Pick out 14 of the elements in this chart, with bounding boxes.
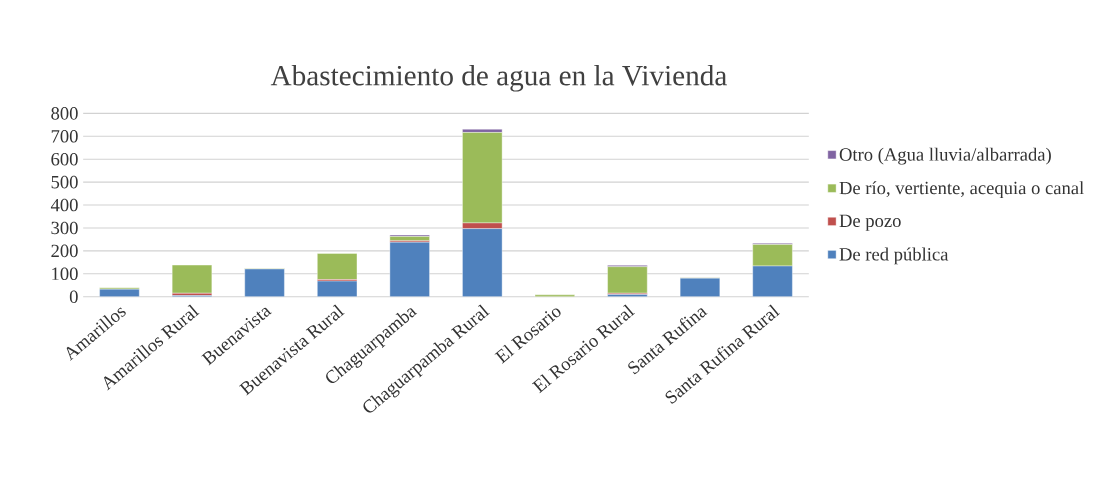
legend-label: De red pública xyxy=(839,247,949,265)
y-tick-label: 300 xyxy=(51,221,78,235)
y-tick-label: 600 xyxy=(51,152,78,166)
y-tick-label: 0 xyxy=(69,290,78,303)
chart-title: Abastecimiento de agua en la Vivienda xyxy=(270,64,727,92)
y-tick-label: 800 xyxy=(51,107,78,120)
y-tick-label: 500 xyxy=(51,175,78,189)
y-tick-label: 400 xyxy=(50,198,78,212)
y-tick-label: 200 xyxy=(51,244,78,258)
legend-label: Otro (Agua lluvia/albarrada) xyxy=(839,147,1051,165)
legend-label: De pozo xyxy=(839,214,901,231)
legend-label: De río, vertiente, acequia o canal xyxy=(839,181,1084,199)
y-tick-label: 700 xyxy=(51,130,78,143)
y-tick-label: 100 xyxy=(52,267,78,281)
